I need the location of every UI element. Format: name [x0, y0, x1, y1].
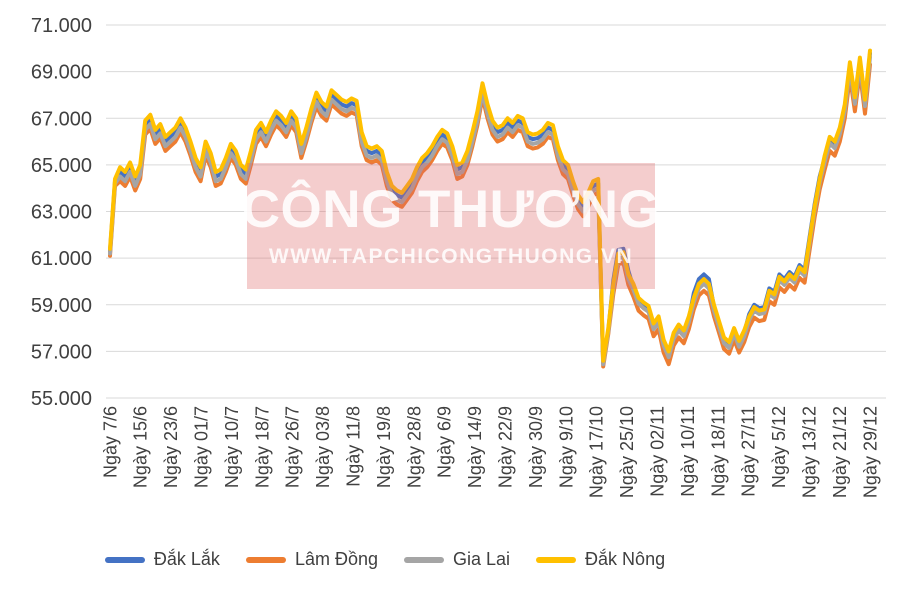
x-axis-tick-label: Ngày 6/9 [435, 406, 455, 478]
x-axis-tick-label: Ngày 01/7 [191, 406, 211, 488]
x-axis-tick-label: Ngày 15/6 [131, 406, 151, 488]
x-axis-tick-label: Ngày 22/9 [496, 406, 516, 488]
y-axis-tick-label: 63.000 [31, 202, 92, 224]
y-axis-tick-label: 59.000 [31, 295, 92, 317]
legend-item-lam-dong: Lâm Đồng [245, 549, 378, 570]
y-axis-tick-label: 57.000 [31, 341, 92, 363]
x-axis-tick-label: Ngày 27/11 [739, 406, 759, 497]
x-axis-tick-label: Ngày 02/11 [648, 406, 668, 497]
x-axis-tick-label: Ngày 14/9 [465, 406, 485, 488]
x-axis-tick-label: Ngày 5/12 [769, 406, 789, 488]
x-axis-tick-label: Ngày 30/9 [526, 406, 546, 488]
x-axis-tick-label: Ngày 19/8 [374, 406, 394, 488]
legend-item-dak-nong: Đắk Nông [536, 549, 665, 570]
x-axis-tick-label: Ngày 10/7 [222, 406, 242, 488]
x-axis-tick-label: Ngày 29/12 [860, 406, 880, 498]
x-axis-tick-label: Ngày 13/12 [800, 406, 820, 498]
y-axis-tick-label: 61.000 [31, 248, 92, 270]
x-axis-tick-label: Ngày 23/6 [161, 406, 181, 488]
x-axis-tick-label: Ngày 03/8 [313, 406, 333, 488]
x-axis-tick-label: Ngày 18/7 [252, 406, 272, 488]
x-axis-tick-label: Ngày 17/10 [587, 406, 607, 498]
legend-label-dak-lak: Đắk Lắk [153, 549, 220, 569]
legend-item-gia-lai: Gia Lai [404, 549, 510, 570]
legend-label-gia-lai: Gia Lai [453, 549, 511, 569]
legend-swatch-gia-lai [404, 556, 444, 563]
y-axis-tick-label: 65.000 [31, 155, 92, 177]
y-axis-tick-label: 55.000 [31, 388, 92, 410]
series-line-gia-lai [108, 55, 872, 367]
legend-swatch-dak-nong [536, 556, 577, 563]
x-axis-tick-label: Ngày 10/11 [678, 406, 698, 497]
chart-legend: Đắk Lắk Lâm Đồng Gia Lai Đắk Nông [0, 549, 900, 570]
series-line-dak-nong [108, 48, 872, 363]
x-axis-tick-label: Ngày 25/10 [617, 406, 637, 498]
x-axis-tick-label: Ngày 21/12 [830, 406, 850, 498]
x-axis-tick-label: Ngày 9/10 [556, 406, 576, 488]
x-axis-tick-label: Ngày 28/8 [404, 406, 424, 488]
legend-item-dak-lak: Đắk Lắk [104, 549, 220, 570]
y-axis-tick-label: 71.000 [31, 15, 92, 37]
legend-label-lam-dong: Lâm Đồng [294, 549, 378, 569]
legend-swatch-lam-dong [245, 556, 286, 563]
x-axis-tick-label: Ngày 7/6 [100, 406, 120, 478]
y-axis-tick-label: 67.000 [31, 108, 92, 130]
x-axis-tick-label: Ngày 11/8 [344, 406, 364, 487]
x-axis-tick-label: Ngày 26/7 [283, 406, 303, 488]
legend-swatch-dak-lak [104, 556, 145, 563]
y-axis-tick-label: 69.000 [31, 62, 92, 84]
x-axis-tick-label: Ngày 18/11 [708, 406, 728, 497]
legend-label-dak-nong: Đắk Nông [585, 549, 666, 569]
